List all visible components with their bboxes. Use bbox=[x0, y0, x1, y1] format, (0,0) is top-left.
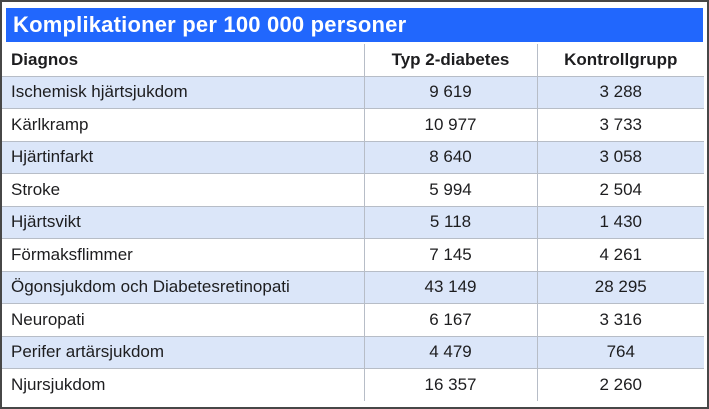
table-row: Ögonsjukdom och Diabetesretinopati 43 149… bbox=[2, 271, 704, 304]
diagnosis-cell: Hjärtsvikt bbox=[2, 206, 364, 239]
diagnosis-cell: Perifer artärsjukdom bbox=[2, 336, 364, 369]
col-header-diagnos: Diagnos bbox=[2, 44, 364, 77]
kontroll-value-cell: 28 295 bbox=[536, 271, 704, 304]
diagnosis-cell: Ögonsjukdom och Diabetesretinopati bbox=[2, 271, 364, 304]
typ2-value-cell: 7 145 bbox=[363, 238, 537, 272]
diagnosis-cell: Neuropati bbox=[2, 303, 364, 337]
kontroll-value-cell: 3 733 bbox=[536, 108, 704, 142]
kontroll-value-cell: 764 bbox=[536, 336, 704, 369]
typ2-value-cell: 43 149 bbox=[363, 271, 537, 304]
kontroll-value-cell: 2 260 bbox=[536, 368, 704, 401]
kontroll-value-cell: 4 261 bbox=[536, 238, 704, 272]
diagnosis-cell: Hjärtinfarkt bbox=[2, 141, 364, 174]
col-header-typ2-diabetes: Typ 2-diabetes bbox=[363, 44, 537, 77]
diagnosis-cell: Stroke bbox=[2, 173, 364, 207]
table-row: Neuropati 6 167 3 316 bbox=[2, 303, 704, 337]
diagnosis-cell: Kärlkramp bbox=[2, 108, 364, 142]
kontroll-value-cell: 1 430 bbox=[536, 206, 704, 239]
typ2-value-cell: 8 640 bbox=[363, 141, 537, 174]
table-row: Hjärtsvikt 5 118 1 430 bbox=[2, 206, 704, 239]
kontroll-value-cell: 3 316 bbox=[536, 303, 704, 337]
table-row: Ischemisk hjärtsjukdom 9 619 3 288 bbox=[2, 76, 704, 109]
typ2-value-cell: 16 357 bbox=[363, 368, 537, 401]
table-row: Hjärtinfarkt 8 640 3 058 bbox=[2, 141, 704, 174]
typ2-value-cell: 10 977 bbox=[363, 108, 537, 142]
header-row: Diagnos Typ 2-diabetes Kontrollgrupp bbox=[2, 44, 704, 77]
complications-table: Diagnos Typ 2-diabetes Kontrollgrupp Isc… bbox=[2, 44, 704, 401]
col-header-kontrollgrupp: Kontrollgrupp bbox=[536, 44, 704, 77]
table-row: Stroke 5 994 2 504 bbox=[2, 173, 704, 207]
diagnosis-cell: Förmaksflimmer bbox=[2, 238, 364, 272]
typ2-value-cell: 9 619 bbox=[363, 76, 537, 109]
typ2-value-cell: 5 118 bbox=[363, 206, 537, 239]
table-title: Komplikationer per 100 000 personer bbox=[6, 8, 703, 42]
typ2-value-cell: 6 167 bbox=[363, 303, 537, 337]
typ2-value-cell: 4 479 bbox=[363, 336, 537, 369]
diagnosis-cell: Njursjukdom bbox=[11, 374, 106, 394]
table-body: Ischemisk hjärtsjukdom 9 619 3 288 Kärlkram… bbox=[2, 76, 704, 401]
kontroll-value-cell: 3 058 bbox=[536, 141, 704, 174]
table-row: Njursjukdom 16 357 2 260 bbox=[2, 368, 704, 401]
table-row: Kärlkramp 10 977 3 733 bbox=[2, 108, 704, 142]
typ2-value-cell: 5 994 bbox=[363, 173, 537, 207]
kontroll-value-cell: 3 288 bbox=[536, 76, 704, 109]
table-row: Perifer artärsjukdom 4 479 764 bbox=[2, 336, 704, 369]
diagnosis-cell: Ischemisk hjärtsjukdom bbox=[2, 76, 364, 109]
table-row: Förmaksflimmer 7 145 4 261 bbox=[2, 238, 704, 272]
kontroll-value-cell: 2 504 bbox=[536, 173, 704, 207]
